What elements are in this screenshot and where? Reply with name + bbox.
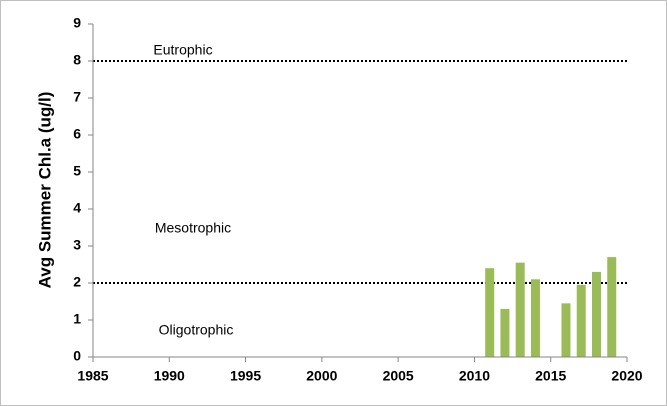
y-tick-label: 8 [73,52,81,68]
bar [576,284,586,357]
y-tick-label: 3 [73,237,81,253]
x-tick-label: 2000 [306,368,337,384]
y-tick-label: 0 [73,348,81,364]
x-tick-label: 2020 [611,368,642,384]
bar [530,279,540,357]
annotation: Oligotrophic [159,322,234,338]
x-tick-label: 1995 [230,368,261,384]
y-tick-label: 6 [73,126,81,142]
x-tick-label: 2015 [535,368,566,384]
y-tick-label: 5 [73,163,81,179]
bar [485,268,495,357]
bar [591,271,601,357]
y-tick-label: 7 [73,89,81,105]
bar [607,257,617,357]
x-tick-label: 2010 [459,368,490,384]
annotation: Mesotrophic [155,220,231,236]
y-tick-label: 2 [73,274,81,290]
y-axis-label: Avg Summer Chl.a (ug/l) [35,92,54,289]
y-tick-label: 1 [73,311,81,327]
x-tick-label: 1985 [77,368,108,384]
annotation: Eutrophic [153,42,212,58]
y-tick-label: 9 [73,15,81,31]
y-tick-label: 4 [73,200,81,216]
bar [561,303,571,357]
bar [500,308,510,357]
x-tick-label: 2005 [383,368,414,384]
bar [515,262,525,357]
x-tick-label: 1990 [154,368,185,384]
